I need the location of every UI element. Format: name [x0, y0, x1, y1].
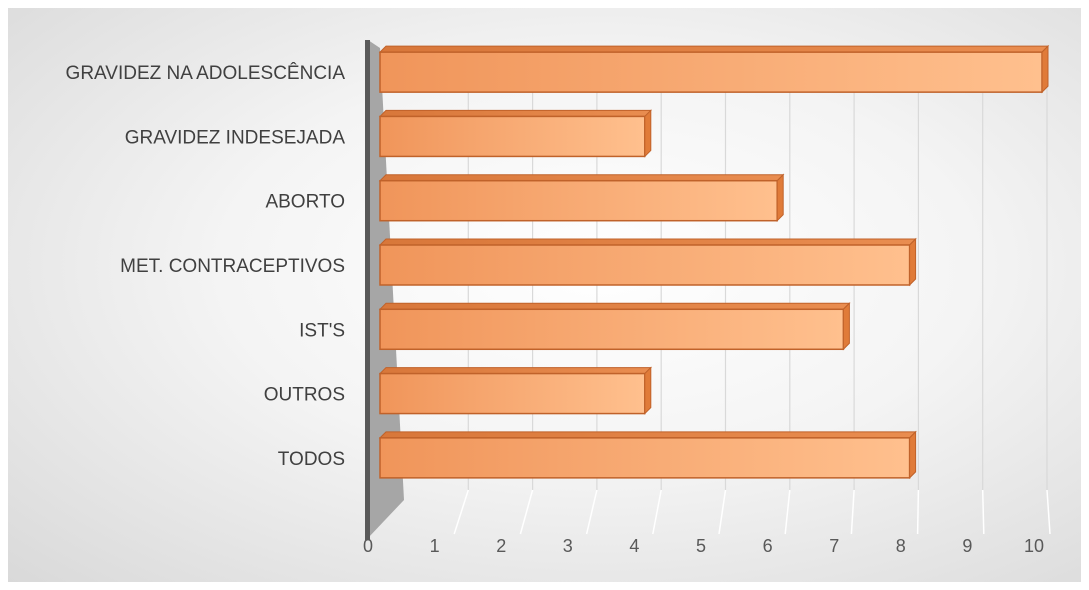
bar [378, 366, 653, 415]
x-tick-label: 1 [430, 536, 440, 556]
bar-top-face [378, 302, 851, 310]
bars [378, 44, 1050, 480]
floor-gridline [585, 489, 598, 535]
chart-area [8, 8, 1081, 582]
bar-top-face [378, 238, 917, 246]
bar-front-face [379, 372, 646, 415]
x-tick-label: 2 [496, 536, 506, 556]
bar-end-face [644, 109, 652, 158]
bar [378, 237, 917, 287]
category-label: ABORTO [265, 192, 345, 213]
x-tick-label: 9 [962, 536, 972, 556]
x-tick-label: 10 [1024, 536, 1044, 556]
category-label: MET. CONTRACEPTIVOS [120, 256, 345, 277]
bar-top-face [378, 45, 1050, 53]
x-tick-label: 7 [829, 536, 839, 556]
category-label: GRAVIDEZ NA ADOLESCÊNCIA [66, 62, 346, 84]
floor-gridline [916, 489, 920, 535]
floor-gridline [981, 489, 985, 535]
category-label: OUTROS [264, 385, 345, 406]
x-tick-label: 3 [563, 536, 573, 556]
x-tick-label: 0 [363, 536, 373, 556]
bar-front-face [379, 437, 911, 479]
bar [378, 302, 851, 351]
x-axis-tick-labels: 0 1 2 3 4 5 6 7 8 9 10 [363, 536, 1044, 556]
bar [378, 430, 917, 480]
category-label: TODOS [278, 449, 345, 470]
bar-front-face [379, 244, 911, 286]
bar-end-face [909, 430, 917, 480]
floor-gridline [519, 489, 534, 535]
category-label: GRAVIDEZ INDESEJADA [125, 127, 346, 148]
bar-front-face [379, 308, 845, 351]
floor-gridline [1046, 489, 1051, 535]
bar-end-face [776, 173, 784, 222]
floor-gridline [453, 489, 470, 535]
bar-front-face [379, 51, 1043, 93]
category-label: IST'S [299, 320, 345, 341]
bar-end-face [842, 302, 850, 351]
category-labels: GRAVIDEZ NA ADOLESCÊNCIA GRAVIDEZ INDESEJ… [66, 62, 346, 470]
bar-top-face [378, 431, 917, 439]
bar-top-face [378, 367, 653, 375]
bar-front-face [379, 115, 646, 158]
floor-gridline [850, 489, 855, 535]
bar [378, 173, 785, 222]
bar [378, 44, 1050, 94]
bar-top-face [378, 174, 785, 182]
bar [378, 109, 653, 158]
floor-gridline [652, 489, 662, 535]
axis-wall-edge [365, 40, 370, 540]
bar-end-face [909, 237, 917, 287]
x-tick-label: 5 [696, 536, 706, 556]
bar-front-face [379, 179, 778, 222]
bar-top-face [378, 109, 653, 117]
floor-gridline [784, 489, 791, 535]
bar-end-face [644, 366, 652, 415]
bar-end-face [1041, 44, 1049, 94]
x-tick-label: 6 [763, 536, 773, 556]
x-tick-label: 4 [629, 536, 639, 556]
x-tick-label: 8 [896, 536, 906, 556]
floor-gridline [718, 489, 727, 535]
